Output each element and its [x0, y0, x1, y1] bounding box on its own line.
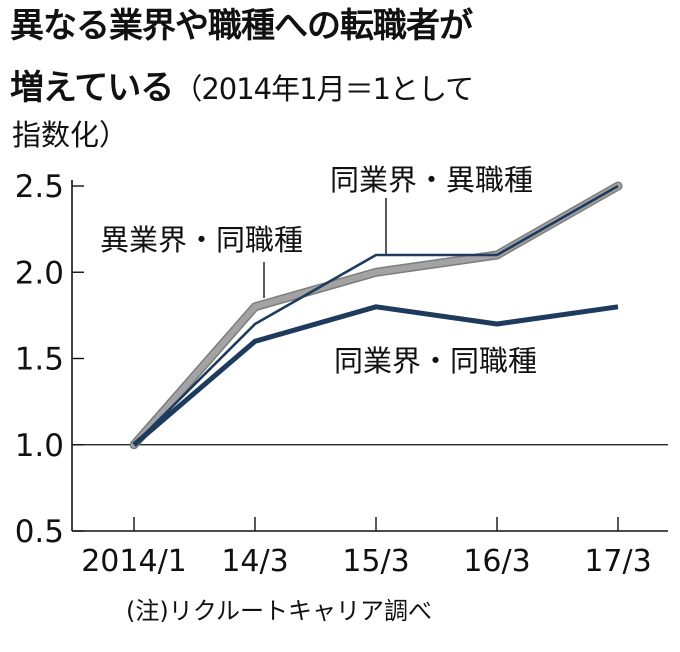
series-label-diff-industry-same-job: 異業界・同職種 [100, 223, 303, 257]
series-line-same-industry-same-job [132, 304, 619, 447]
chart-title-line-2: 増えている（2014年1月＝1として [10, 68, 474, 109]
y-tick-label: 2.5 [15, 169, 64, 205]
chart-title-line-1: 異なる業界や職種への転職者が [10, 6, 473, 46]
series-line-same-industry-diff-job [133, 184, 619, 446]
y-tick-label: 1.5 [15, 342, 64, 378]
chart-index-note-2: 指数化） [12, 118, 129, 152]
series-label-same-industry-diff-job: 同業界・異職種 [330, 163, 533, 197]
chart-series [129, 181, 623, 450]
series-label-same-industry-same-job: 同業界・同職種 [334, 344, 537, 378]
chart-title-line-2-main: 増えている [10, 68, 174, 108]
x-tick-label: 14/3 [221, 544, 288, 579]
x-tick-label: 2014/1 [81, 544, 187, 579]
chart-axes [71, 180, 668, 532]
y-tick-label: 1.0 [15, 428, 64, 464]
tick-labels: 0.5 1.0 1.5 2.0 2.5 2014/1 14/3 15/3 16/3 17/3 [15, 169, 652, 579]
x-tick-label: 15/3 [342, 544, 409, 579]
x-tick-label: 16/3 [463, 544, 530, 579]
y-tick-label: 2.0 [15, 255, 64, 291]
y-tick-label: 0.5 [15, 514, 64, 550]
x-tick-label: 17/3 [584, 544, 651, 579]
chart-index-note: （2014年1月＝1として [173, 72, 474, 106]
source-note: (注)リクルートキャリア調べ [126, 597, 433, 625]
